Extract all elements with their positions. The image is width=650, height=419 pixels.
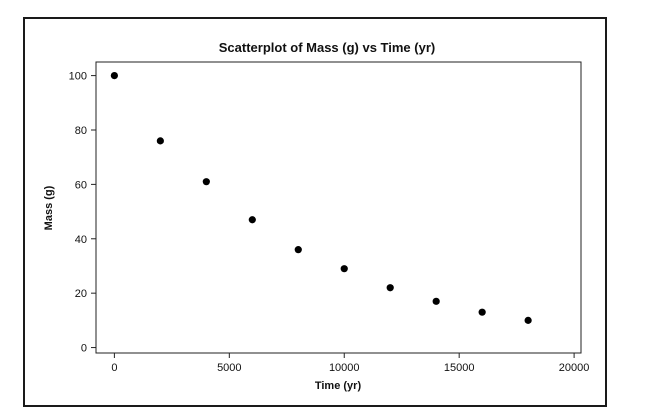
data-point	[202, 178, 210, 186]
data-point	[294, 246, 302, 254]
data-point	[524, 316, 532, 324]
x-tick-label: 15000	[444, 362, 475, 374]
y-tick-label: 60	[75, 179, 87, 191]
chart-frame	[23, 17, 607, 407]
x-axis-label: Time (yr)	[315, 380, 362, 392]
y-tick-label: 40	[75, 234, 87, 246]
x-tick-label: 0	[111, 362, 117, 374]
data-point	[110, 71, 118, 80]
x-axis-ticks: 0 5000 10000 15000 20000	[111, 353, 589, 374]
y-axis-label: Mass (g)	[43, 185, 55, 230]
y-tick-label: 100	[69, 71, 87, 83]
x-tick-label: 5000	[217, 362, 241, 374]
y-tick-label: 80	[75, 125, 87, 137]
data-point	[386, 284, 394, 292]
y-tick-label: 20	[75, 288, 87, 300]
y-tick-label: 0	[81, 343, 87, 355]
data-point	[340, 265, 348, 273]
data-point	[478, 308, 486, 316]
data-points	[110, 71, 532, 324]
data-point	[432, 297, 440, 305]
x-tick-label: 20000	[559, 362, 590, 374]
plot-area	[95, 61, 582, 354]
data-point	[248, 216, 256, 224]
x-tick-label: 10000	[329, 362, 360, 374]
y-axis-ticks: 0 20 40 60 80 100	[69, 71, 96, 355]
data-point	[156, 137, 164, 145]
chart-title: Scatterplot of Mass (g) vs Time (yr)	[219, 40, 435, 55]
